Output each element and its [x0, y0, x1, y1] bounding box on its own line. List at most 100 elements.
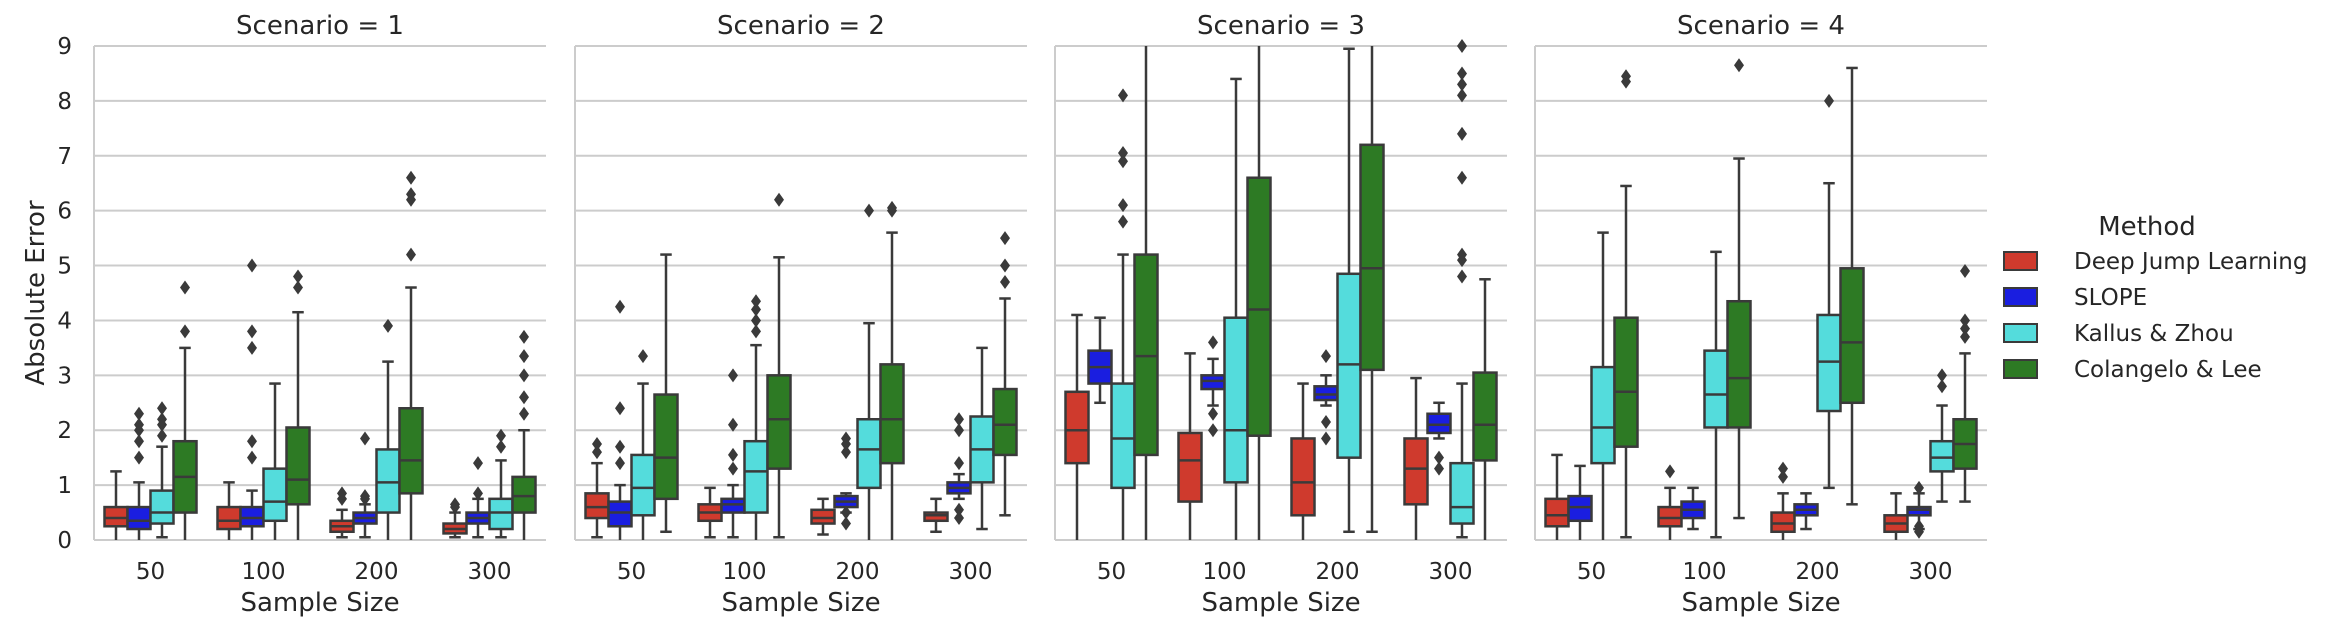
box [239, 505, 265, 528]
legend-swatch [2003, 359, 2038, 379]
x-tick-label: 200 [1796, 559, 1840, 585]
outlier-point [1000, 275, 1010, 290]
outlier-point [1960, 321, 1970, 336]
outlier-point [774, 192, 784, 207]
box [1403, 437, 1429, 506]
box [1613, 316, 1639, 448]
legend: Method Deep Jump Learning SLOPE Kallus & Z… [2003, 212, 2307, 383]
outlier-point [247, 258, 257, 273]
legend-label: Kallus & Zhou [2074, 321, 2234, 347]
outlier-point [1434, 461, 1444, 476]
box [1177, 431, 1203, 503]
outlier-point [1118, 214, 1128, 229]
outlier-point [134, 434, 144, 449]
box [1290, 437, 1316, 517]
outlier-point [180, 280, 190, 295]
outlier-point [496, 439, 506, 454]
box [285, 426, 311, 506]
box [720, 497, 746, 514]
outlier-point [247, 434, 257, 449]
x-tick-label: 100 [1683, 559, 1727, 585]
outlier-point [954, 412, 964, 427]
outlier-point [615, 439, 625, 454]
facet-panel-4: Scenario = 4 50 100 200 300 Sample Size [1534, 11, 1987, 618]
outlier-point [1778, 461, 1788, 476]
outlier-point [180, 324, 190, 339]
x-axis-label: Sample Size [1681, 588, 1840, 618]
outlier-point [1457, 126, 1467, 141]
outlier-point [1457, 77, 1467, 92]
outlier-point [134, 450, 144, 465]
outlier-point [728, 461, 738, 476]
box [262, 467, 288, 523]
outlier-point [1000, 258, 1010, 273]
box [584, 492, 610, 520]
outlier-point [1457, 66, 1467, 81]
y-tick-label: 2 [57, 418, 72, 444]
outlier-point [1937, 368, 1947, 383]
box [1426, 412, 1452, 435]
outlier-point [496, 428, 506, 443]
outlier-point [360, 431, 370, 446]
outlier-point [519, 368, 529, 383]
outlier-point [1457, 170, 1467, 185]
x-axis-label: Sample Size [1201, 588, 1360, 618]
box [1929, 439, 1955, 473]
box [1359, 143, 1385, 372]
x-axis-label: Sample Size [721, 588, 880, 618]
box [1590, 365, 1616, 465]
outlier-point [519, 406, 529, 421]
x-tick-label: 50 [1577, 559, 1606, 585]
outlier-point [841, 431, 851, 446]
outlier-point [157, 428, 167, 443]
box [1567, 494, 1593, 523]
outlier-point [337, 486, 347, 501]
outlier-point [841, 505, 851, 520]
box [1223, 316, 1249, 484]
outlier-point [519, 390, 529, 405]
box [810, 508, 836, 525]
outlier-point [134, 406, 144, 421]
outlier-point [450, 497, 460, 512]
outlier-point [473, 486, 483, 501]
outlier-point [864, 203, 874, 218]
y-tick-label: 3 [57, 363, 72, 389]
x-tick-label: 200 [355, 559, 399, 585]
outlier-point [134, 417, 144, 432]
box [511, 475, 537, 514]
y-tick-label: 1 [57, 473, 72, 499]
box [1657, 505, 1683, 528]
outlier-point [1321, 349, 1331, 364]
legend-title: Method [2098, 212, 2196, 242]
outlier-point [1208, 335, 1218, 350]
outlier-point [1914, 519, 1924, 534]
legend-label: Deep Jump Learning [2074, 249, 2307, 275]
outlier-point [247, 450, 257, 465]
outlier-point [887, 200, 897, 215]
outlier-point [1960, 329, 1970, 344]
box [1449, 461, 1475, 525]
outlier-point [592, 445, 602, 460]
outlier-point [751, 294, 761, 309]
outlier-point [406, 247, 416, 262]
outlier-point [841, 516, 851, 531]
outlier-point [615, 299, 625, 314]
x-tick-label: 50 [1097, 559, 1126, 585]
outlier-point [157, 401, 167, 416]
outlier-point [383, 318, 393, 333]
legend-label: Colangelo & Lee [2074, 357, 2262, 383]
x-tick-label: 50 [617, 559, 646, 585]
outlier-point [157, 412, 167, 427]
outlier-point [1208, 406, 1218, 421]
box [1839, 267, 1865, 405]
box [766, 374, 792, 470]
y-tick-label: 0 [57, 528, 72, 554]
box [1336, 272, 1362, 459]
box [375, 448, 401, 514]
y-tick-label: 5 [57, 254, 72, 280]
legend-swatch [2003, 323, 2038, 343]
facet-panel-3: Scenario = 3 50 100 200 300 Sample Size [1054, 11, 1507, 618]
box [1906, 505, 1932, 517]
box [1472, 371, 1498, 462]
